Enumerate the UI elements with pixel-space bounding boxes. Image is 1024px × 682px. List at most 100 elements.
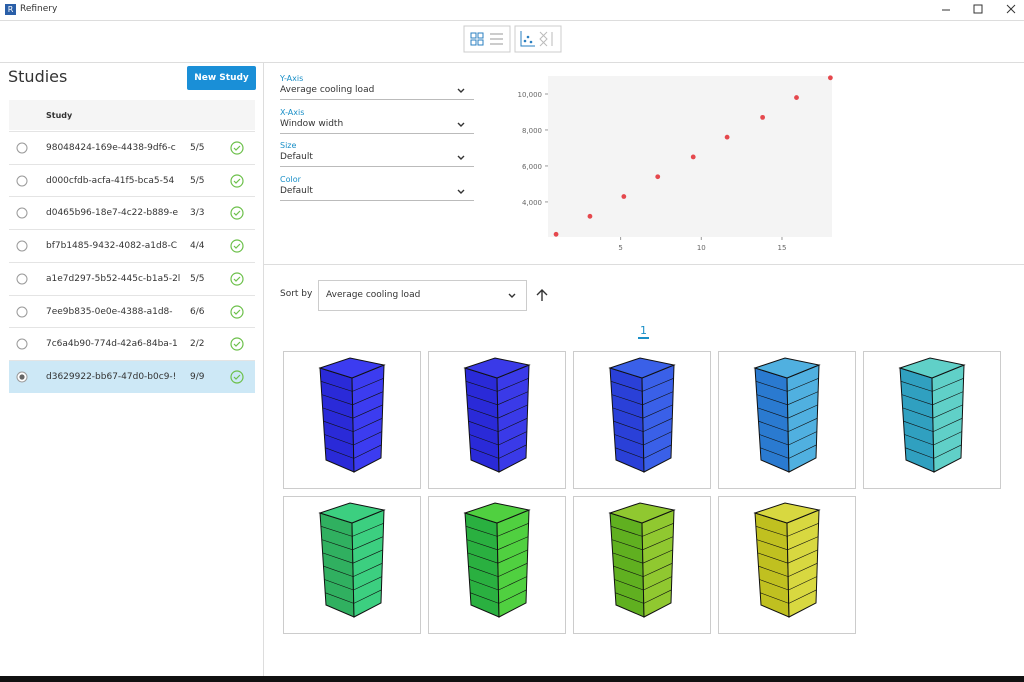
radio-button[interactable] [15,206,29,220]
point[interactable] [553,231,559,237]
point[interactable] [655,174,661,180]
floor [788,431,818,446]
result-thumbnail[interactable] [283,496,421,634]
control-dropdown[interactable]: Default [280,184,474,202]
floor [643,431,673,446]
result-thumbnail[interactable] [718,351,856,489]
floor [467,552,498,564]
sort-label: Sort by [280,289,313,299]
floor [322,552,353,564]
floor [787,536,819,551]
study-row[interactable]: d3629922-bb67-47d0-b0c9-! 9/9 [9,359,255,393]
point[interactable] [724,134,730,140]
radio-button[interactable] [15,239,29,253]
status-ring [230,174,244,188]
result-thumbnail[interactable] [863,351,1001,489]
study-id: bf7b1485-9432-4082-a1d8-C [46,241,177,252]
floor [642,523,674,537]
plot-area [548,76,832,237]
point[interactable] [760,114,766,120]
top [753,357,821,379]
study-progress: 4/4 [190,241,205,252]
point[interactable] [794,95,799,100]
status-check [233,374,241,380]
study-row[interactable]: 7c6a4b90-774d-42a6-84ba-1 2/2 [9,327,255,360]
building-image [318,502,386,618]
floor [353,431,383,446]
floor [933,431,963,446]
status-check [233,243,241,249]
new-study-button[interactable]: New Study [187,66,256,90]
floor [467,407,498,419]
study-id: d000cfdb-acfa-41f5-bca5-54 [46,175,175,186]
studies-title: Studies [8,67,68,86]
result-thumbnail[interactable] [428,496,566,634]
result-thumbnail[interactable] [428,351,566,489]
floor [787,549,818,564]
study-row[interactable]: 7ee9b835-0e0e-4388-a1d8- 6/6 [9,294,255,328]
radio-button[interactable] [15,337,29,351]
study-progress: 5/5 [190,143,205,153]
radio-button[interactable] [15,174,29,188]
floor [905,447,934,459]
floor [758,420,789,432]
status-icon [230,174,244,188]
floor [498,431,528,446]
result-thumbnail[interactable] [573,351,711,489]
control-label: Size [280,141,297,151]
study-row[interactable]: a1e7d297-5b52-445c-b1a5-2l 5/5 [9,261,255,295]
result-thumbnail[interactable] [718,496,856,634]
radio-button[interactable] [15,370,29,384]
point[interactable] [587,213,593,219]
point[interactable] [621,194,627,199]
building-image [318,357,386,473]
top [318,357,386,379]
floor [902,407,933,419]
study-progress: 9/9 [190,371,205,382]
radio-button[interactable] [15,141,29,155]
study-row[interactable]: 98048424-169e-4438-9df6-c 5/5 [9,131,255,164]
studies-panel: Studies New Study Study 98048424-169e-44… [0,62,264,676]
control: Color Default [280,175,474,202]
dropdown-arrow [457,88,465,93]
column-header: Study [46,111,73,120]
study-row[interactable]: d000cfdb-acfa-41f5-bca5-54 5/5 [9,163,255,197]
floor [643,417,673,432]
taskbar [0,676,1024,682]
floor [760,592,789,604]
y-tick-label: 10,000 [518,91,543,99]
floor [613,565,644,577]
floor [352,391,384,406]
building-image [898,357,966,473]
floor [642,536,674,551]
app-icon: R [5,4,16,15]
window-controls[interactable] [930,0,1024,20]
control-dropdown[interactable]: Average cooling load [280,83,474,100]
radio-button[interactable] [15,305,29,319]
study-row[interactable]: bf7b1485-9432-4082-a1d8-C 4/4 [9,229,255,262]
result-thumbnail[interactable] [283,351,421,489]
top [608,502,676,524]
point[interactable] [827,75,833,81]
floor [755,526,788,537]
control: Size Default [280,141,474,168]
floor [758,565,789,577]
floor [933,444,962,459]
sort-dropdown[interactable]: Average cooling load [318,280,527,311]
side [351,509,385,618]
side [786,509,820,618]
building-image [753,502,821,618]
floor [643,444,672,459]
view-toggles[interactable] [463,25,563,53]
control-dropdown[interactable]: Window width [280,117,474,134]
radio-button[interactable] [15,272,29,286]
result-thumbnail[interactable] [573,496,711,634]
status-icon [230,370,244,384]
floor [470,447,499,459]
floor [465,526,498,537]
study-row[interactable]: d0465b96-18e7-4c22-b889-e 3/3 [9,196,255,229]
page-number[interactable]: 1 [638,324,649,339]
point[interactable] [690,154,696,160]
control-dropdown[interactable]: Default [280,150,474,168]
sort-direction[interactable] [535,287,549,303]
